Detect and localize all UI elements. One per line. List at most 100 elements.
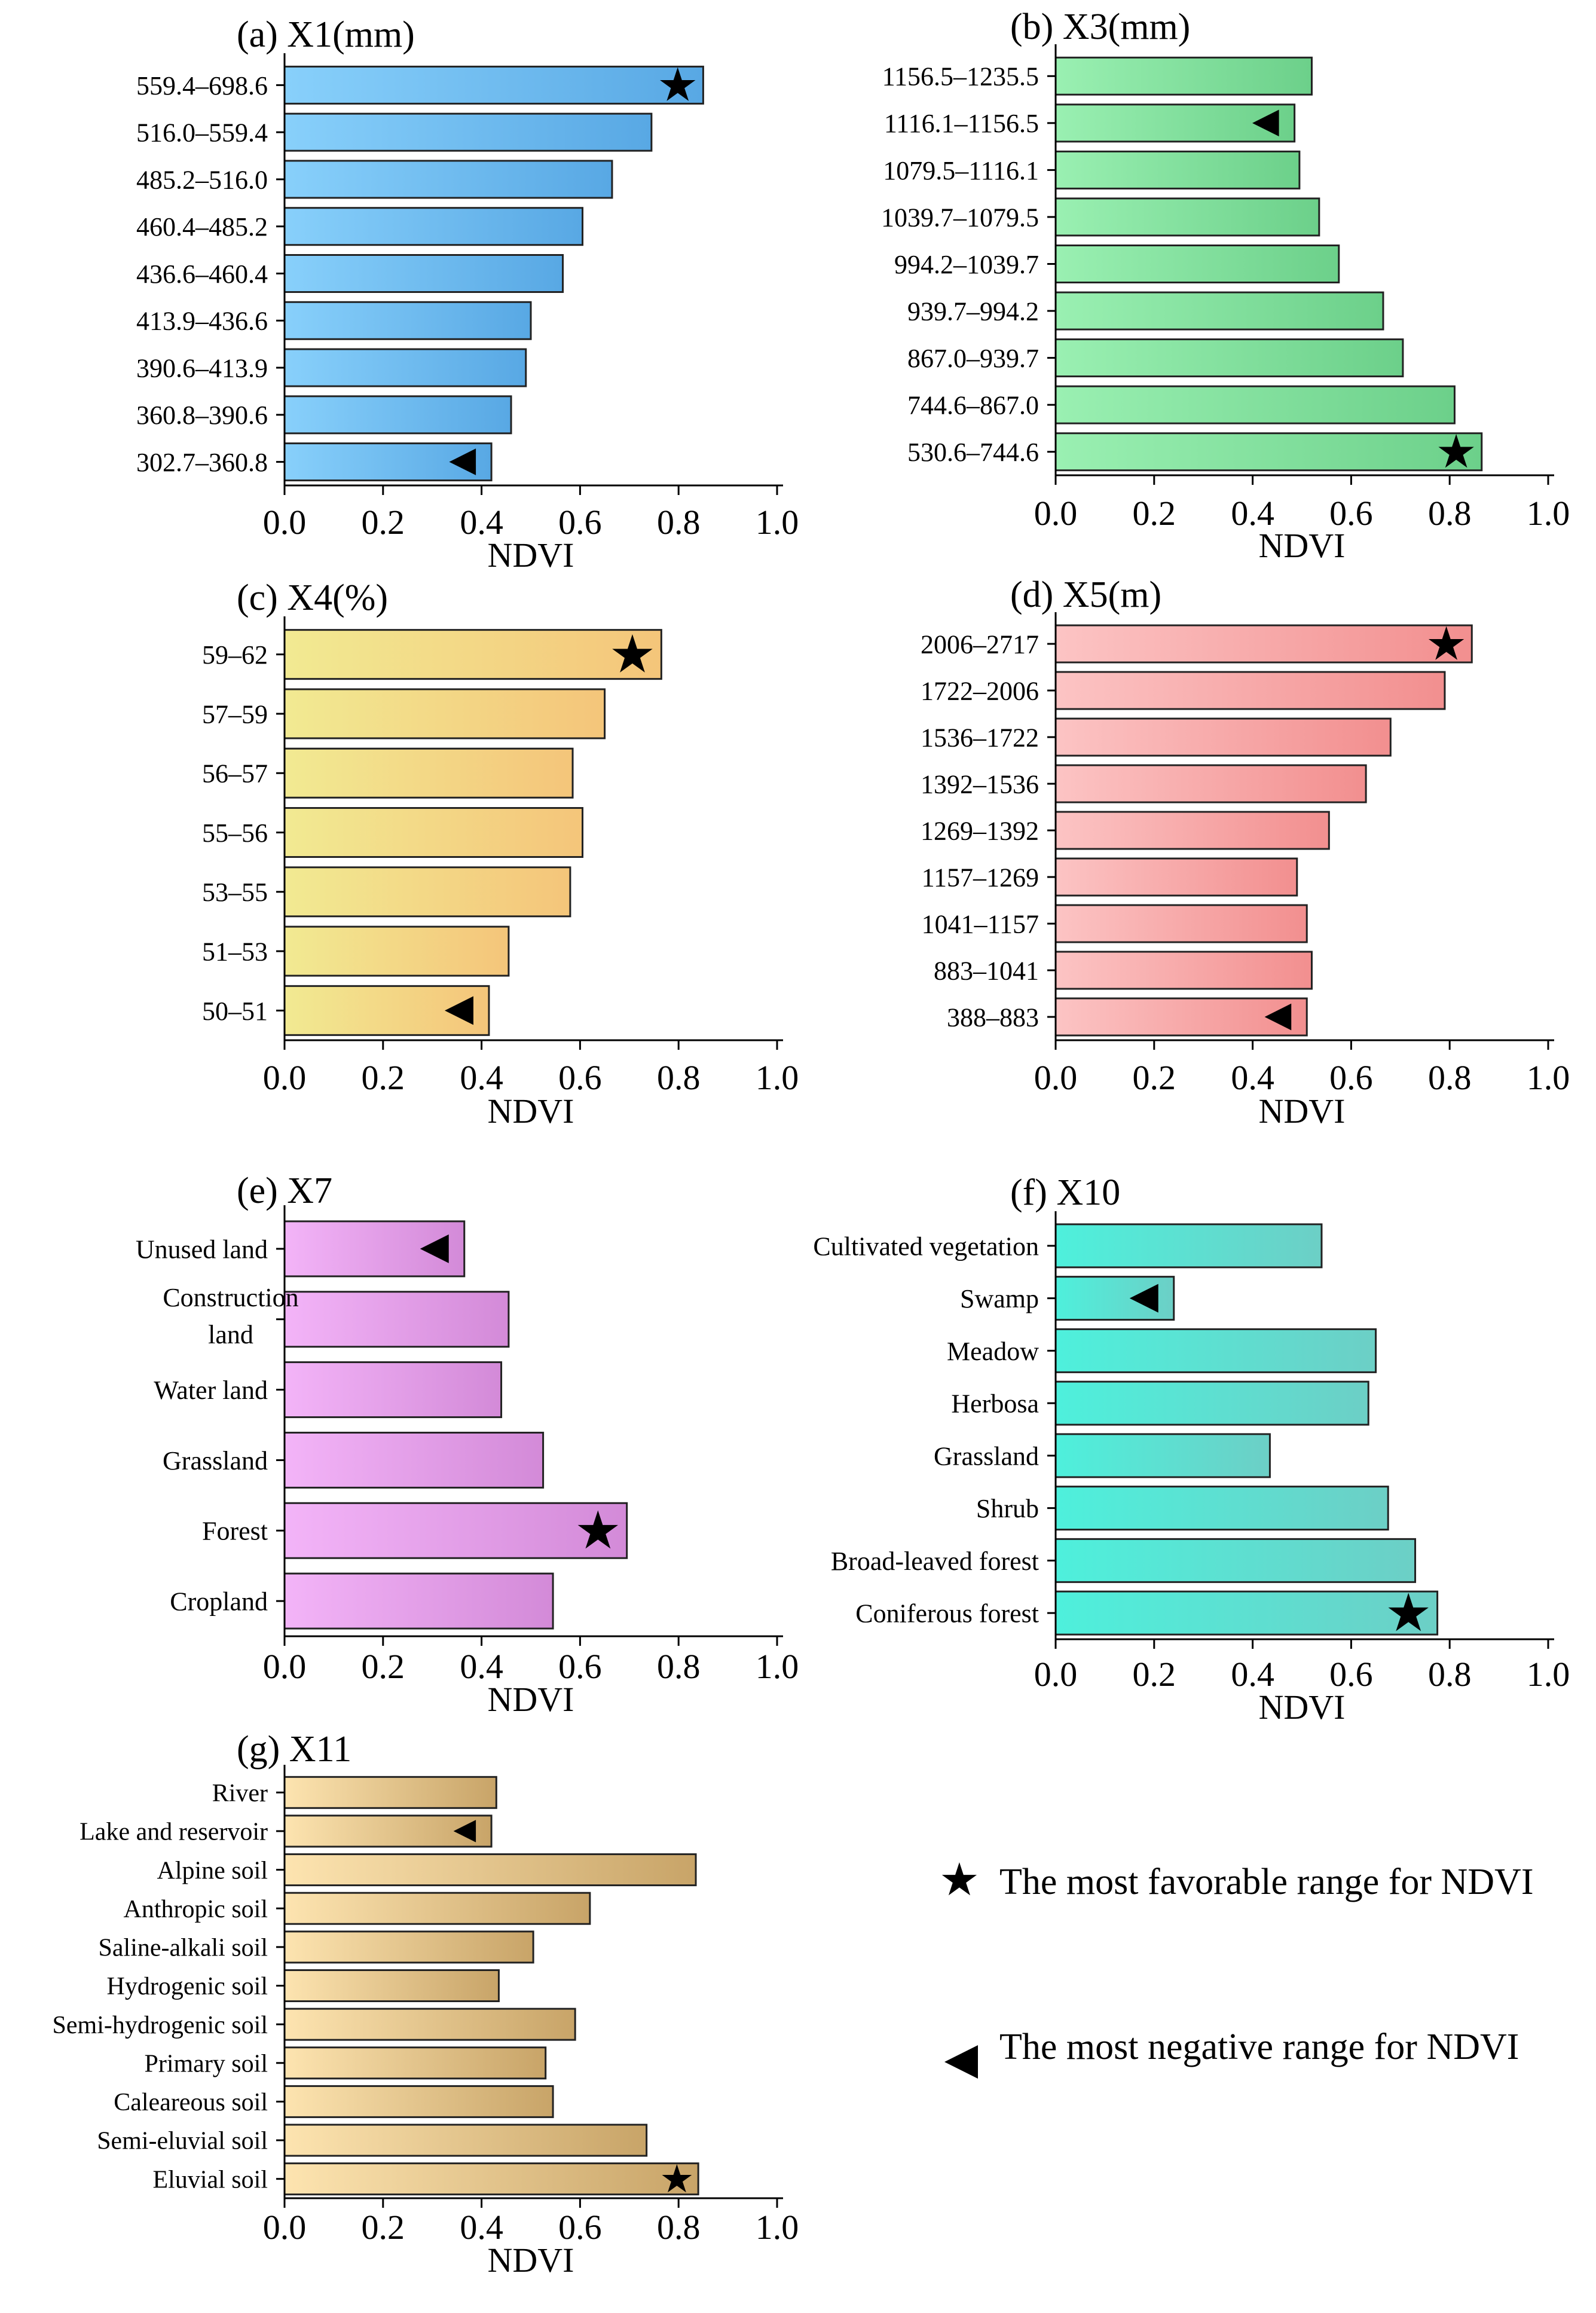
category-label-line: land bbox=[208, 1320, 253, 1349]
x-tick-label: 0.0 bbox=[1034, 494, 1078, 533]
x-tick-label: 0.4 bbox=[460, 503, 503, 542]
x-tick-label: 0.0 bbox=[263, 503, 307, 542]
bar bbox=[283, 2046, 547, 2080]
legend: ★ The most favorable range for NDVI The … bbox=[939, 1855, 1534, 2079]
category-label: Caleareous soil bbox=[114, 2089, 268, 2116]
category-label: 1269–1392 bbox=[921, 816, 1039, 845]
x-tick-label: 0.0 bbox=[263, 1058, 307, 1097]
category-label: 56–57 bbox=[202, 759, 268, 789]
category-label: 516.0–559.4 bbox=[136, 118, 268, 148]
category-label: 413.9–436.6 bbox=[136, 307, 268, 336]
bar bbox=[1054, 1590, 1439, 1636]
x-tick-label: 0.8 bbox=[657, 2208, 701, 2247]
bar bbox=[283, 395, 512, 435]
x-tick-label: 0.0 bbox=[1034, 1058, 1078, 1097]
x-axis-label: NDVI bbox=[1259, 1688, 1346, 1727]
bar bbox=[1054, 811, 1330, 850]
negative-triangle-icon bbox=[1252, 109, 1279, 137]
bar bbox=[283, 688, 606, 740]
bar bbox=[1054, 1486, 1389, 1531]
chart-panel-3: (d) X5(m) 2006–2717 ★ 1722–2006 1536–1722 139… bbox=[921, 575, 1570, 1130]
category-label: Grassland bbox=[163, 1446, 268, 1475]
category-label: 994.2–1039.7 bbox=[894, 250, 1039, 279]
category-label: Cropland bbox=[170, 1587, 268, 1616]
legend-star-icon: ★ bbox=[939, 1855, 980, 1905]
legend-favorable-label: The most favorable range for NDVI bbox=[999, 1862, 1534, 1902]
category-label: Cultivated vegetation bbox=[813, 1232, 1039, 1261]
category-label: Alpine soil bbox=[157, 1857, 268, 1884]
x-tick-label: 0.4 bbox=[460, 2208, 503, 2247]
category-label-line: Construction bbox=[163, 1283, 298, 1312]
bar bbox=[283, 301, 532, 340]
bar bbox=[283, 160, 613, 199]
legend-triangle-icon bbox=[944, 2045, 978, 2079]
favorable-star-icon: ★ bbox=[657, 60, 698, 111]
x-tick-label: 0.4 bbox=[460, 1058, 503, 1097]
chart-title: (a) X1(mm) bbox=[237, 14, 415, 55]
bar bbox=[283, 925, 510, 977]
favorable-star-icon: ★ bbox=[1435, 426, 1476, 478]
favorable-star-icon: ★ bbox=[574, 1502, 622, 1560]
bar bbox=[1054, 671, 1446, 710]
category-label: 436.6–460.4 bbox=[136, 259, 268, 289]
x-tick-label: 0.0 bbox=[263, 1647, 307, 1686]
x-tick-label: 0.4 bbox=[1231, 1655, 1274, 1694]
bar bbox=[1054, 432, 1483, 472]
bar bbox=[1054, 764, 1367, 803]
category-label: 1722–2006 bbox=[921, 676, 1039, 705]
bar bbox=[1054, 385, 1456, 424]
bar bbox=[283, 348, 527, 387]
x-tick-label: 0.2 bbox=[362, 1058, 405, 1097]
x-tick-label: 1.0 bbox=[756, 503, 799, 542]
x-tick-label: 0.6 bbox=[1329, 494, 1373, 533]
bar bbox=[1054, 904, 1308, 943]
bar bbox=[1054, 857, 1298, 897]
category-label: 559.4–698.6 bbox=[136, 71, 268, 100]
category-label: 55–56 bbox=[202, 818, 268, 848]
x-tick-label: 0.8 bbox=[657, 1647, 701, 1686]
bar bbox=[1054, 1380, 1369, 1426]
x-tick-label: 0.0 bbox=[263, 2208, 307, 2247]
category-label: Saline-alkali soil bbox=[99, 1935, 268, 1962]
negative-triangle-icon bbox=[449, 448, 476, 475]
bar bbox=[283, 1930, 534, 1964]
bar bbox=[1054, 197, 1320, 237]
x-tick-label: 1.0 bbox=[1527, 1058, 1570, 1097]
chart-panel-0: (a) X1(mm) 559.4–698.6 ★ 516.0–559.4 485.2–5… bbox=[136, 14, 799, 575]
category-label: Hydrogenic soil bbox=[107, 1973, 268, 2000]
x-tick-label: 1.0 bbox=[756, 1647, 799, 1686]
category-label: 2006–2717 bbox=[921, 630, 1039, 659]
x-tick-label: 0.6 bbox=[1329, 1655, 1373, 1694]
x-axis-label: NDVI bbox=[1259, 526, 1346, 565]
bar bbox=[283, 112, 653, 152]
category-label: 939.7–994.2 bbox=[907, 297, 1039, 326]
category-label: 485.2–516.0 bbox=[136, 165, 268, 194]
category-label: Grassland bbox=[934, 1441, 1039, 1471]
bar bbox=[1054, 717, 1392, 757]
category-label: 1156.5–1235.5 bbox=[882, 62, 1039, 91]
x-tick-label: 0.8 bbox=[1428, 494, 1472, 533]
x-tick-label: 0.2 bbox=[1133, 1655, 1176, 1694]
x-tick-label: 0.4 bbox=[1231, 1058, 1274, 1097]
chart-panel-6: (g) X11 River Lake and reservoir Alpine soi… bbox=[53, 1729, 799, 2280]
category-label: 1079.5–1116.1 bbox=[883, 156, 1039, 185]
bar bbox=[1054, 624, 1473, 664]
x-tick-label: 0.2 bbox=[362, 2208, 405, 2247]
bar bbox=[283, 2085, 554, 2118]
category-label: 1116.1–1156.5 bbox=[884, 109, 1039, 138]
x-tick-label: 0.6 bbox=[558, 1647, 602, 1686]
x-tick-label: 0.2 bbox=[1133, 1058, 1176, 1097]
category-label: 530.6–744.6 bbox=[907, 438, 1039, 467]
category-label: Unused land bbox=[136, 1235, 268, 1264]
category-label: 1536–1722 bbox=[921, 723, 1039, 752]
bar bbox=[283, 1853, 697, 1887]
favorable-star-icon: ★ bbox=[1426, 618, 1467, 670]
x-tick-label: 0.4 bbox=[1231, 494, 1274, 533]
x-tick-label: 1.0 bbox=[1527, 494, 1570, 533]
x-axis-label: NDVI bbox=[1259, 1092, 1346, 1130]
category-label: Lake and reservoir bbox=[80, 1819, 268, 1846]
x-axis-label: NDVI bbox=[488, 536, 574, 575]
bar bbox=[1054, 103, 1296, 143]
category-label: Semi-hydrogenic soil bbox=[53, 2012, 268, 2039]
